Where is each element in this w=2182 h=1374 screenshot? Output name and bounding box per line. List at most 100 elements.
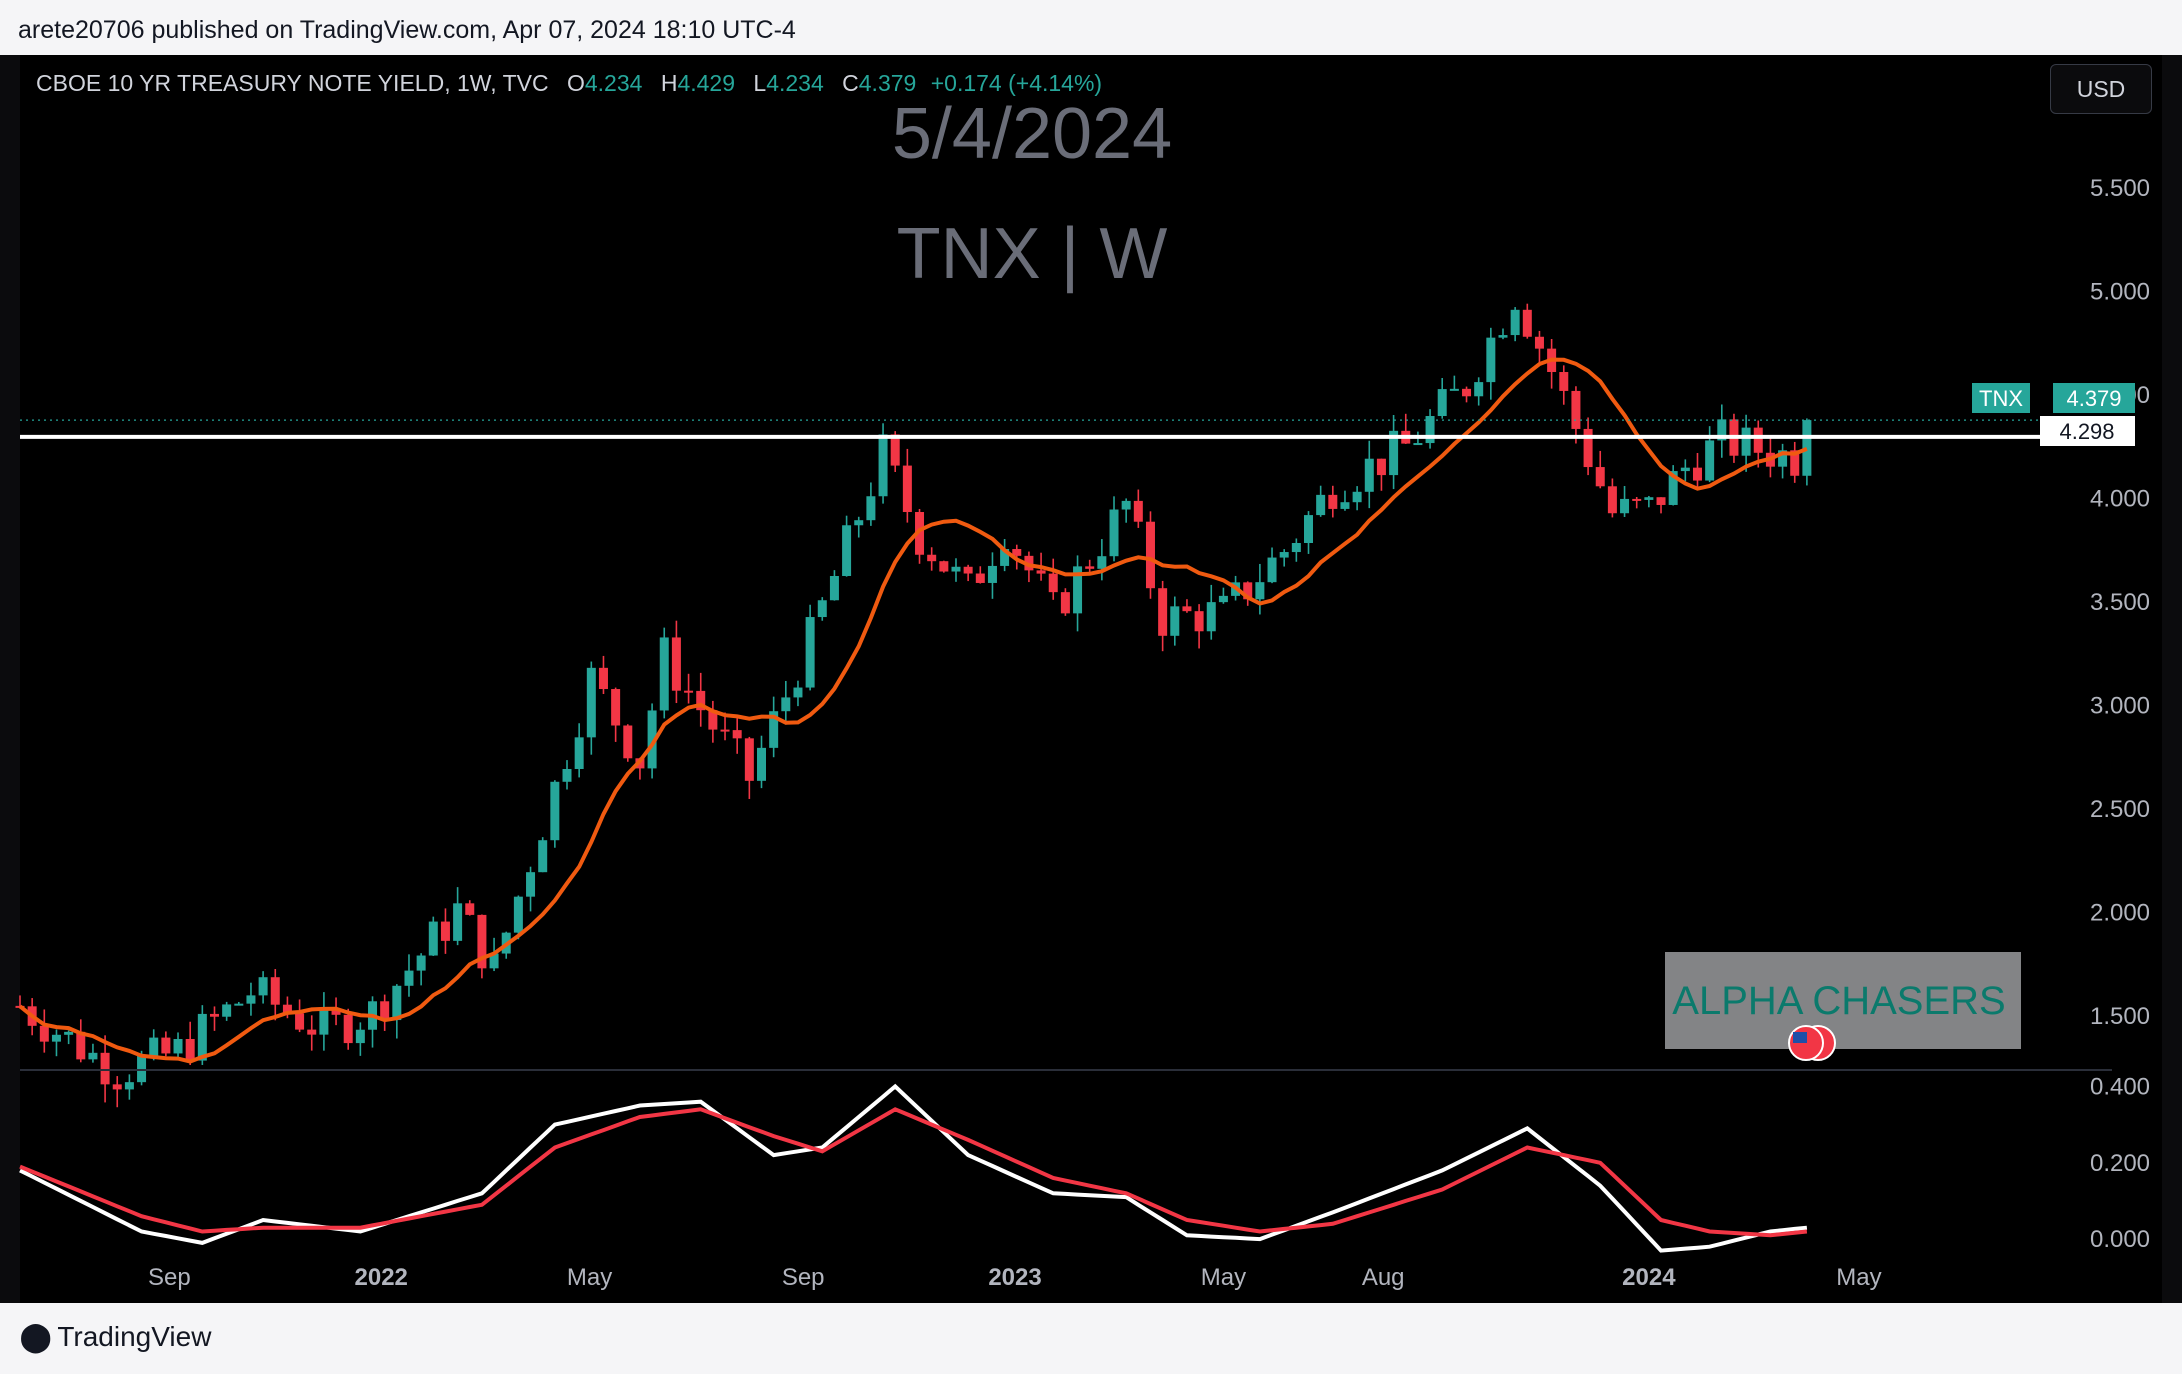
candle [1109,496,1119,562]
candle [1668,465,1678,506]
watermark-text: ALPHA CHASERS [1672,979,2005,1023]
candle [623,724,633,762]
flag-icon [1788,1025,1836,1061]
candle [939,560,949,573]
candle [805,604,815,691]
candle [829,570,839,601]
oscillator-slow-line [19,1107,1808,1238]
candle [538,837,548,873]
candle [1790,441,1800,483]
price-axis-tick: 2.000 [2090,900,2150,927]
candle [51,1029,61,1057]
candle [1364,440,1374,509]
candle [1656,497,1666,514]
candle [1449,375,1459,391]
candle [1474,377,1484,406]
price-tag-label: TNX [1979,386,2023,411]
candle [1048,558,1058,600]
candle [562,760,572,790]
candle [39,1009,49,1053]
price-axis-tick: 4.000 [2090,486,2150,513]
candle [185,1021,195,1066]
candle [355,1022,365,1056]
candle [416,953,426,986]
candle [1620,486,1630,517]
candle [1595,450,1605,489]
candle [1425,409,1435,449]
currency-button[interactable]: USD [2050,64,2152,114]
candle [112,1076,122,1108]
candle [368,996,378,1048]
symbol-legend: CBOE 10 YR TREASURY NOTE YIELD, 1W, TVC … [36,70,1102,97]
candle [64,1030,74,1045]
legend-low: 4.234 [766,70,824,96]
legend-c-label: C [842,70,859,96]
candle [100,1035,110,1103]
candle [124,1074,134,1100]
candle [1717,404,1727,458]
candle [1522,303,1532,339]
candle [1158,580,1168,652]
candle [586,661,596,755]
candle [307,1015,317,1051]
candle [781,680,791,725]
time-axis-tick: Sep [782,1264,825,1291]
candle [671,620,681,704]
candle [404,954,414,997]
candle [319,992,329,1051]
candle [708,700,718,743]
candle [598,655,608,695]
price-tag: TNX 4.379 [1972,383,2135,413]
price-pane[interactable] [15,303,2051,1108]
candle [611,687,621,742]
moving-average-line [18,357,1808,1064]
candle [1705,426,1715,483]
candle [1486,327,1496,400]
candle [1607,478,1617,518]
candle [1401,413,1411,444]
candle [817,597,827,621]
price-axis-tick: 3.000 [2090,693,2150,720]
legend-h-label: H [660,70,678,96]
watermark-box [1665,952,2021,1049]
overlay-ticker: TNX | W [897,214,1168,294]
candle [234,1001,244,1006]
candle [854,516,864,538]
candle [88,1043,98,1063]
candle [1206,584,1216,640]
candle [1437,377,1447,419]
time-axis-tick: Aug [1362,1264,1405,1291]
tradingview-logo[interactable]: ⬤︎ TradingView [20,1320,211,1353]
candle [732,718,742,754]
candle [866,482,876,526]
chart-frame[interactable] [20,55,2162,1303]
candle [1218,587,1228,604]
candle [1097,539,1107,581]
candle [550,780,560,848]
candle [1547,339,1557,389]
oscillator-axis-tick: 0.000 [2090,1226,2150,1253]
candle [744,736,754,799]
candle [380,994,390,1031]
publisher-line: arete20706 published on TradingView.com,… [18,16,796,44]
oscillator-axis-tick: 0.200 [2090,1150,2150,1177]
candle [1340,490,1350,511]
candle [1194,604,1204,649]
candle [793,680,803,707]
time-axis-tick: Sep [148,1264,191,1291]
candle [1559,365,1569,405]
candle [1462,386,1472,403]
candle [902,448,912,523]
candle [1060,588,1070,616]
tradingview-brand: TradingView [57,1320,212,1352]
candle [927,547,937,571]
candle [1328,485,1338,518]
legend-close: 4.379 [858,70,917,96]
legend-l-label: L [753,70,767,96]
candle [1510,307,1520,342]
time-axis-tick: May [1201,1264,1246,1291]
oscillator-pane[interactable] [19,1083,1808,1253]
oscillator-axis-tick: 0.400 [2090,1073,2150,1100]
candle [1170,596,1180,646]
